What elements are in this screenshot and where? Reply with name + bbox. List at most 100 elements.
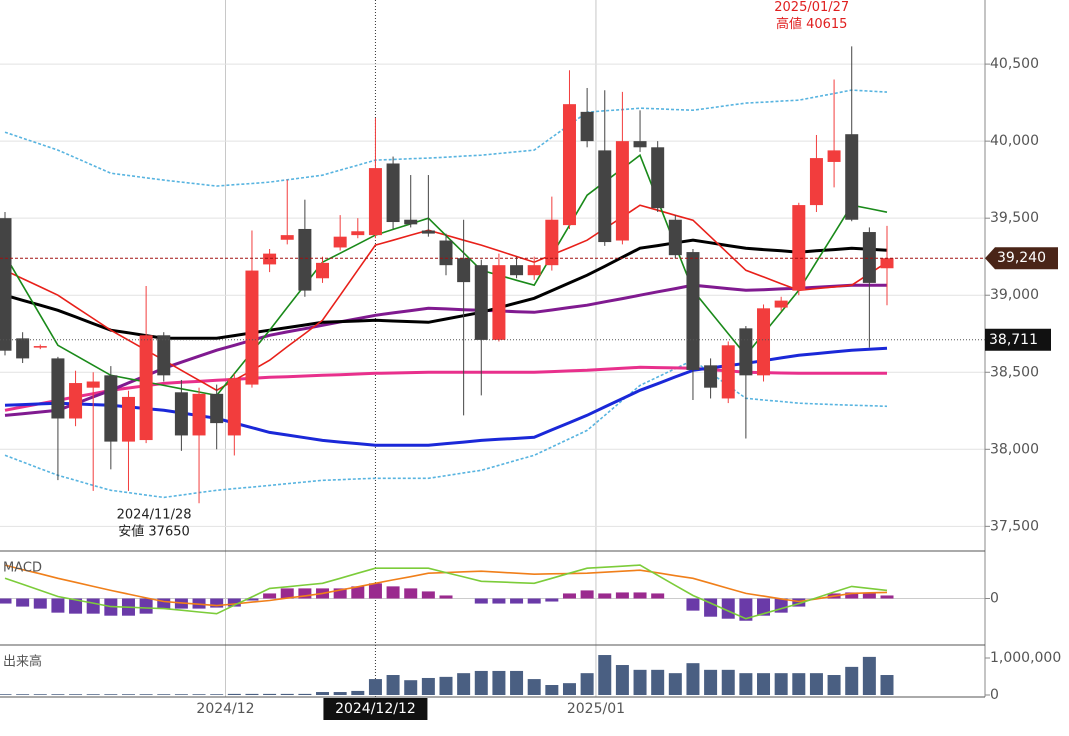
low-note: 2024/11/28 — [117, 508, 192, 523]
volume-bar — [827, 675, 841, 695]
macd-histogram-bar — [386, 586, 400, 599]
indicator-line — [4, 89, 888, 187]
macd-histogram-bar — [404, 588, 418, 599]
axis-layer: MACD 出来高 2024/12 2024/12/12 2025/01 37,500 3… — [0, 0, 1061, 720]
volume-bar — [280, 693, 294, 695]
macd-histogram-bar — [16, 598, 30, 607]
volume-bar — [615, 665, 629, 695]
macd-histogram-bar — [298, 588, 312, 599]
candle-body — [792, 205, 806, 291]
candle-body — [157, 335, 171, 376]
candle-body — [386, 163, 400, 223]
macd-histogram-bar — [86, 598, 100, 614]
macd-histogram-bar — [227, 598, 241, 607]
macd-histogram-bar — [845, 592, 859, 599]
volume-bar — [333, 692, 347, 695]
y-tick-label: 39,000 — [990, 287, 1039, 303]
candle-body — [880, 258, 894, 269]
candle-body — [457, 258, 471, 283]
volume-bar — [386, 675, 400, 695]
macd-histogram-bar — [421, 591, 435, 599]
volume-bar — [757, 673, 771, 695]
candle-body — [862, 232, 876, 283]
macd-histogram-bar — [333, 588, 347, 599]
macd-histogram-bar — [633, 592, 647, 599]
candle-body — [0, 218, 12, 351]
macd-histogram-bar — [51, 598, 65, 613]
plot-layer — [0, 46, 985, 695]
volume-bar — [227, 693, 241, 695]
macd-histogram-bar — [245, 598, 259, 601]
macd-histogram-bar — [880, 595, 894, 599]
macd-histogram-bar — [545, 598, 559, 602]
volume-bar — [545, 685, 559, 695]
volume-bar — [510, 670, 524, 695]
macd-histogram-bar — [598, 593, 612, 599]
volume-bar — [457, 673, 471, 695]
candle-body — [492, 265, 506, 340]
candle-body — [615, 141, 629, 241]
volume-bar — [69, 694, 83, 695]
candle-body — [827, 150, 841, 162]
volume-bar — [139, 694, 153, 695]
macd-histogram-bar — [562, 593, 576, 599]
volume-bar — [16, 694, 30, 695]
volume-bar — [51, 694, 65, 695]
volume-bar — [721, 669, 735, 695]
macd-histogram-bar — [157, 598, 171, 609]
macd-histogram-bar — [439, 595, 453, 599]
volume-bar — [404, 680, 418, 695]
candle-body — [139, 335, 153, 441]
macd-histogram-bar — [527, 598, 541, 604]
volume-bar — [686, 663, 700, 695]
indicator-line — [4, 564, 888, 620]
volume-bar — [316, 692, 330, 695]
volume-bar — [527, 679, 541, 695]
candle-body — [474, 265, 488, 340]
volume-bar — [792, 673, 806, 695]
volume-bar — [809, 673, 823, 695]
y-tick-label: 1,000,000 — [990, 650, 1061, 666]
volume-bar — [263, 693, 277, 695]
volume-bar — [862, 656, 876, 695]
volume-bar — [368, 679, 382, 695]
candle-body — [333, 236, 347, 248]
volume-bar — [104, 694, 118, 695]
candle-body — [69, 383, 83, 419]
candle-body — [757, 308, 771, 376]
y-tick-label: 0 — [990, 687, 999, 703]
last-price-label: 39,240 — [997, 250, 1046, 266]
candle-body — [245, 270, 259, 385]
macd-histogram-bar — [280, 588, 294, 599]
candle-body — [121, 396, 135, 442]
macd-histogram-bar — [474, 598, 488, 604]
ref-price-box — [985, 328, 1051, 351]
macd-histogram-bar — [580, 590, 594, 599]
candle-body — [809, 158, 823, 206]
candle-body — [439, 240, 453, 266]
candle-body — [298, 228, 312, 291]
macd-histogram-bar — [368, 583, 382, 599]
macd-histogram-bar — [139, 598, 153, 614]
volume-bar — [421, 677, 435, 695]
macd-histogram-bar — [704, 598, 718, 617]
volume-bar — [562, 683, 576, 695]
candle-body — [404, 219, 418, 225]
candle-body — [210, 393, 224, 424]
volume-bar — [651, 669, 665, 695]
candle-body — [227, 378, 241, 436]
volume-bar — [774, 673, 788, 695]
panel-title: MACD — [3, 561, 42, 576]
volume-bar — [492, 670, 506, 695]
candle-body — [192, 393, 206, 436]
candle-body — [633, 141, 647, 148]
macd-histogram-bar — [33, 598, 47, 609]
volume-bar — [668, 673, 682, 695]
volume-bar — [704, 669, 718, 695]
candle-body — [668, 219, 682, 256]
volume-bar — [580, 673, 594, 695]
candle-body — [510, 265, 524, 276]
candle-body — [580, 111, 594, 142]
high-note: 高値 40615 — [776, 16, 848, 32]
